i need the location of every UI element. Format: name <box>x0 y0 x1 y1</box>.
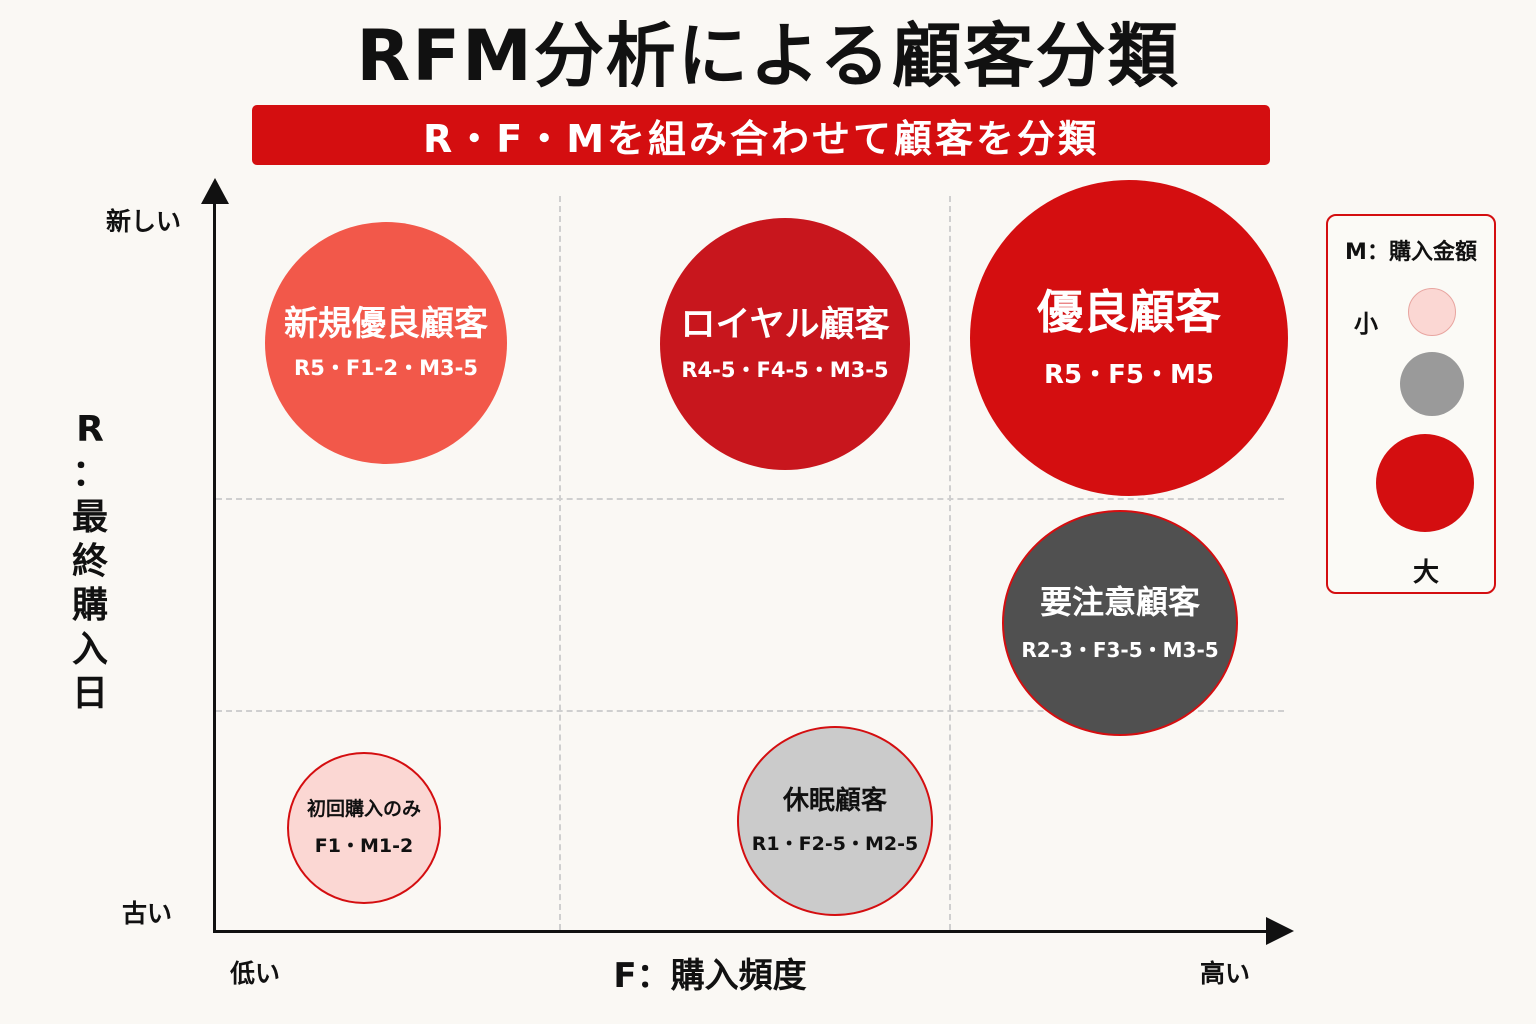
y-axis-line <box>213 200 216 933</box>
y-axis-arrow-icon <box>201 178 229 204</box>
legend-large-circle <box>1376 434 1474 532</box>
segment-code: R5・F5・M5 <box>1044 360 1214 391</box>
segment-name: 休眠顧客 <box>782 785 887 816</box>
segment-name: 優良顧客 <box>1037 284 1221 339</box>
segment-code: R2-3・F3-5・M3-5 <box>1021 637 1219 662</box>
segment-new-premium-bubble: 新規優良顧客 R5・F1-2・M3-5 <box>265 222 507 464</box>
x-axis-line <box>213 930 1268 933</box>
legend-title: M：購入金額 <box>1345 240 1477 265</box>
segment-premium-bubble: 優良顧客 R5・F5・M5 <box>970 180 1288 496</box>
legend-large-label: 大 <box>1412 558 1439 588</box>
segment-code: F1・M1-2 <box>314 834 414 857</box>
x-axis-right-label: 高い <box>1200 959 1251 988</box>
segment-code: R5・F1-2・M3-5 <box>294 356 478 381</box>
page-title: RFM分析による顧客分類 <box>356 15 1180 97</box>
grid-line-horizontal-2 <box>216 710 1284 712</box>
legend-medium-circle <box>1400 352 1464 416</box>
x-axis-arrow-icon <box>1266 917 1294 945</box>
y-axis-title: R ： 最 終 購 入 日 <box>71 409 108 714</box>
y-axis-bottom-label: 古い <box>122 899 173 928</box>
y-axis-top-label: 新しい <box>106 207 182 236</box>
x-axis-left-label: 低い <box>230 959 281 988</box>
legend-small-label: 小 <box>1354 310 1378 338</box>
x-axis-title: F：購入頻度 <box>613 956 807 996</box>
segment-code: R1・F2-5・M2-5 <box>751 833 919 856</box>
segment-dormant-bubble: 休眠顧客 R1・F2-5・M2-5 <box>737 726 933 916</box>
segment-first-purchase-bubble: 初回購入のみ F1・M1-2 <box>287 752 441 904</box>
segment-caution-bubble: 要注意顧客 R2-3・F3-5・M3-5 <box>1002 510 1238 736</box>
subtitle-banner: R・F・Mを組み合わせて顧客を分類 <box>252 105 1270 165</box>
segment-name: ロイヤル顧客 <box>680 305 890 345</box>
grid-line-vertical-2 <box>949 196 951 930</box>
segment-name: 要注意顧客 <box>1039 583 1200 622</box>
legend-box: M：購入金額 小 大 <box>1326 214 1496 594</box>
legend-small-circle <box>1408 288 1456 336</box>
segment-code: R4-5・F4-5・M3-5 <box>681 358 889 382</box>
segment-loyal-bubble: ロイヤル顧客 R4-5・F4-5・M3-5 <box>660 218 910 470</box>
segment-name: 初回購入のみ <box>306 798 421 821</box>
segment-name: 新規優良顧客 <box>284 303 488 344</box>
grid-line-vertical-1 <box>559 196 561 930</box>
grid-line-horizontal-1 <box>216 498 1284 500</box>
